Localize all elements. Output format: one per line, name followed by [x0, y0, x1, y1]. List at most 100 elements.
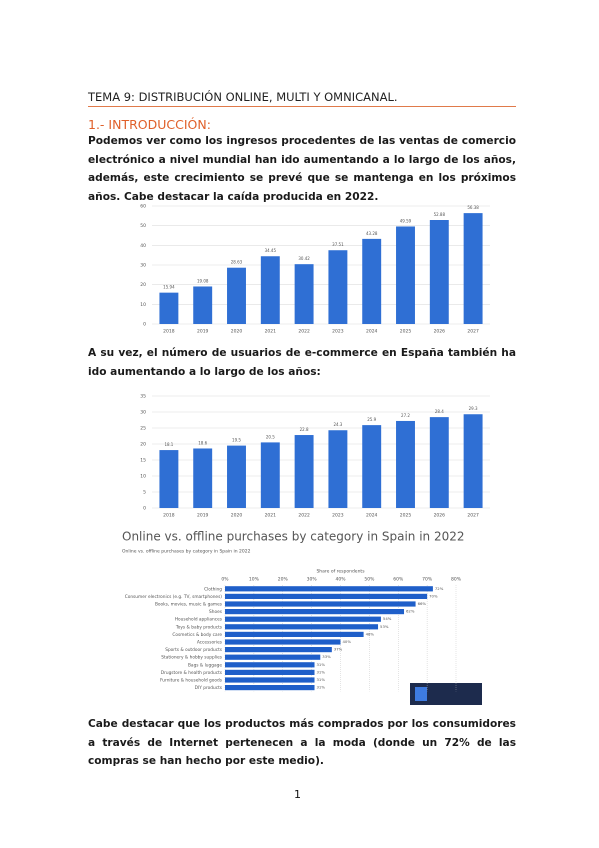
y-tick-label: 20: [140, 282, 146, 288]
bar: [193, 286, 213, 324]
x-tick-label: 2020: [231, 513, 243, 519]
chart-subtitle: Online vs. offline purchases by category…: [122, 549, 251, 555]
y-tick-label: Furniture & household goods: [160, 678, 223, 684]
bar: [225, 647, 332, 653]
x-tick-label: 2024: [366, 513, 378, 519]
bar-chart: Online vs. offline purchases by category…: [118, 525, 490, 707]
badge: [410, 683, 482, 705]
section-heading: 1.- INTRODUCCIÓN:: [88, 117, 211, 132]
y-tick-label: Drugstore & health products: [161, 670, 223, 676]
value-label: 31%: [317, 669, 326, 674]
y-tick-label: 0: [143, 322, 146, 328]
value-label: 66%: [418, 601, 427, 606]
bar: [294, 435, 314, 508]
value-label: 29.3: [469, 406, 478, 411]
bar: [328, 250, 348, 324]
x-tick-label: 30%: [307, 577, 318, 583]
value-label: 18.6: [198, 440, 207, 445]
x-tick-label: 2019: [197, 329, 209, 335]
bar: [159, 292, 179, 324]
value-label: 70%: [429, 593, 438, 598]
x-tick-label: 2022: [298, 329, 310, 335]
y-tick-label: 60: [140, 204, 146, 210]
x-tick-label: 2021: [265, 329, 277, 335]
bar: [396, 420, 415, 508]
value-label: 24.3: [333, 422, 342, 427]
y-tick-label: 10: [140, 474, 146, 480]
y-tick-label: Stationery & hobby supplies: [161, 655, 222, 661]
value-label: 56.38: [467, 205, 479, 210]
value-label: 72%: [435, 586, 444, 591]
value-label: 54%: [383, 616, 392, 621]
value-label: 62%: [406, 609, 415, 614]
x-tick-label: 10%: [249, 577, 260, 583]
value-label: 22.8: [300, 427, 309, 432]
page-number: 1: [294, 788, 301, 801]
x-tick-label: 2023: [332, 329, 344, 335]
paragraph: Podemos ver como los ingresos procedente…: [88, 135, 516, 203]
value-label: 40%: [343, 639, 352, 644]
value-label: 27.2: [401, 413, 410, 418]
y-tick-label: 35: [140, 394, 146, 400]
x-tick-label: 2027: [467, 513, 479, 519]
y-tick-label: 5: [143, 490, 146, 496]
value-label: 37%: [334, 647, 343, 652]
x-tick-label: 70%: [422, 577, 433, 583]
paragraph: A su vez, el número de usuarios de e-com…: [88, 347, 516, 378]
bar: [225, 639, 341, 645]
bar: [225, 669, 315, 675]
bar: [227, 445, 246, 508]
bar: [225, 677, 315, 683]
bar-chart: 0510152025303518.1201818.6201919.5202020…: [140, 394, 490, 519]
y-tick-label: 30: [140, 410, 146, 416]
bar: [225, 662, 315, 668]
y-tick-label: DIY products: [195, 685, 223, 691]
bar: [225, 593, 428, 599]
value-label: 48%: [366, 631, 375, 636]
y-tick-label: Sports & outdoor products: [165, 647, 223, 653]
bar: [225, 601, 416, 607]
x-tick-label: 2026: [434, 329, 446, 335]
y-tick-label: Household appliances: [175, 617, 223, 623]
y-tick-label: Bags & luggage: [188, 662, 222, 668]
y-tick-label: 0: [143, 506, 146, 512]
y-tick-label: 30: [140, 263, 146, 269]
value-label: 37.51: [332, 242, 344, 247]
chart-background: [118, 525, 490, 707]
value-label: 18.1: [164, 442, 173, 447]
value-label: 33%: [322, 654, 331, 659]
y-tick-label: Shoes: [209, 609, 223, 615]
value-label: 52.88: [434, 212, 446, 217]
x-tick-label: 2025: [400, 513, 412, 519]
bar: [328, 430, 348, 508]
x-tick-label: 80%: [451, 577, 462, 583]
x-tick-label: 2023: [332, 513, 344, 519]
x-tick-label: 2022: [298, 513, 310, 519]
y-tick-label: Toys & baby products: [175, 624, 223, 630]
bar-chart: 0 10 20 30 40 50 60 15.94 2018 19.08 2019 28.63 2020…: [140, 204, 490, 335]
value-label: 31%: [317, 662, 326, 667]
y-tick-label: Accessories: [197, 640, 223, 646]
x-axis-label: Share of respondents: [316, 569, 365, 575]
value-label: 19.5: [232, 438, 241, 443]
x-tick-label: 60%: [393, 577, 404, 583]
x-tick-label: 2025: [400, 329, 412, 335]
x-tick-label: 2021: [265, 513, 277, 519]
value-label: 25.9: [367, 417, 376, 422]
bar: [159, 450, 179, 508]
y-tick-label: Clothing: [204, 586, 222, 592]
y-tick-label: Cosmetics & body care: [172, 632, 222, 638]
y-tick-label: 50: [140, 223, 146, 229]
y-tick-label: 15: [140, 458, 146, 464]
y-tick-label: Consumer electronics (e.g. TV, smartphon…: [125, 594, 223, 600]
x-tick-label: 50%: [364, 577, 375, 583]
y-tick-label: Books, movies, music & games: [155, 602, 223, 608]
value-label: 28.63: [231, 260, 243, 265]
bar: [429, 417, 449, 508]
x-tick-label: 0%: [221, 577, 229, 583]
chart-title: Online vs. offline purchases by category…: [122, 530, 465, 544]
value-label: 34.45: [265, 248, 277, 253]
header: TEMA 9: DISTRIBUCIÓN ONLINE, MULTI Y OMN…: [88, 90, 516, 107]
bar: [225, 586, 433, 592]
